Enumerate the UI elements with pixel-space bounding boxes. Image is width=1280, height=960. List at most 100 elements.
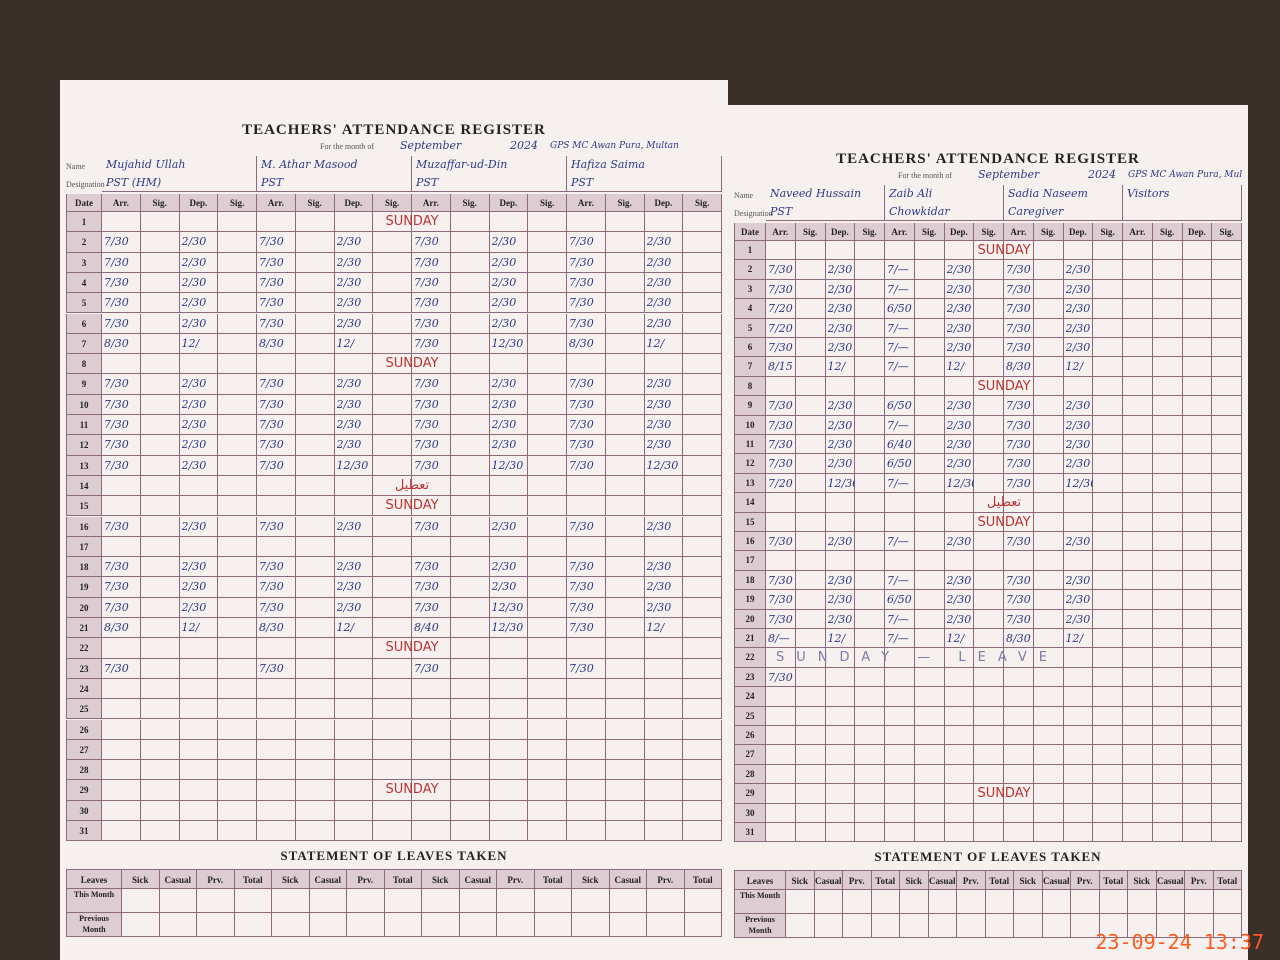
grid-cell <box>944 667 975 688</box>
grid-cell <box>450 455 490 476</box>
grid-cell <box>1182 454 1213 474</box>
grid-cell <box>528 739 567 761</box>
grid-cell <box>825 745 856 765</box>
grid-cell <box>295 272 335 294</box>
grid-cell <box>218 293 257 314</box>
grid-cell <box>795 435 826 455</box>
grid-cell <box>1152 376 1183 397</box>
grid-cell <box>102 536 141 558</box>
grid-cell <box>140 333 180 355</box>
grid-cell <box>179 333 219 355</box>
grid-cell <box>1004 279 1034 300</box>
leaves-header: Sick <box>572 869 610 890</box>
grid-cell <box>766 803 796 823</box>
arrival-time: 7/30 <box>259 560 284 574</box>
grid-cell <box>1093 667 1123 688</box>
grid-cell <box>1093 260 1123 280</box>
grid-cell <box>489 780 529 801</box>
grid-cell <box>450 821 490 842</box>
leaves-header: Sick <box>422 869 460 890</box>
grid-cell <box>528 394 567 415</box>
departure-time: 12/30 <box>491 458 524 472</box>
grid-cell <box>334 821 374 842</box>
grid-cell <box>1033 532 1064 552</box>
grid-cell <box>384 913 422 938</box>
arrival-time: 7/30 <box>768 573 793 587</box>
grid-cell <box>373 557 412 578</box>
grid-cell <box>218 212 257 233</box>
grid-cell <box>489 678 529 700</box>
date-cell: 5 <box>734 318 766 338</box>
departure-time: 2/30 <box>181 580 207 594</box>
grid-cell <box>1152 454 1183 474</box>
leaves-header: Casual <box>609 869 647 890</box>
month-label: For the month of <box>320 142 374 151</box>
grid-cell <box>1093 823 1123 843</box>
grid-cell <box>974 338 1004 358</box>
departure-time: 2/30 <box>336 438 362 452</box>
grid-cell <box>412 293 451 314</box>
grid-cell <box>605 516 645 537</box>
grid-cell <box>855 357 885 377</box>
grid-cell <box>567 638 606 659</box>
grid-cell <box>605 394 645 415</box>
grid-cell <box>885 435 915 455</box>
date-cell: 4 <box>734 299 766 319</box>
grid-cell <box>179 536 219 558</box>
leaves-header: Prv. <box>843 870 872 891</box>
grid-cell <box>567 394 606 415</box>
column-header: Arr. <box>567 194 606 212</box>
grid-cell <box>855 532 885 552</box>
grid-cell <box>1182 784 1213 804</box>
grid-cell <box>766 376 796 397</box>
date-cell: 12 <box>66 435 102 456</box>
grid-cell <box>605 739 645 761</box>
grid-cell <box>1093 299 1123 319</box>
grid-cell <box>1004 745 1034 765</box>
departure-time: 2/30 <box>646 438 672 452</box>
grid-cell <box>489 699 529 720</box>
grid-cell <box>786 890 815 915</box>
teacher-designation: Chowkidar <box>885 203 1004 221</box>
grid-cell <box>914 318 945 338</box>
grid-cell <box>102 394 141 415</box>
grid-cell <box>197 913 235 938</box>
leaves-header: Total <box>1213 870 1242 891</box>
departure-time: 2/30 <box>1065 593 1091 607</box>
grid-cell <box>795 299 826 319</box>
grid-cell <box>1063 609 1094 629</box>
date-cell: 3 <box>66 252 102 273</box>
grid-cell <box>567 557 606 578</box>
grid-cell <box>683 821 722 842</box>
grid-cell <box>1093 279 1123 300</box>
column-header: Arr. <box>885 223 915 241</box>
grid-cell <box>795 745 826 765</box>
arrival-time: 7/30 <box>1006 341 1031 354</box>
grid-cell <box>257 739 296 761</box>
grid-cell <box>567 374 606 395</box>
grid-cell <box>1152 648 1183 668</box>
departure-time: 2/30 <box>1065 282 1091 296</box>
grid-cell <box>683 678 722 700</box>
grid-cell <box>257 780 296 801</box>
grid-cell <box>373 821 412 842</box>
date-cell: 23 <box>66 658 102 679</box>
grid-cell <box>974 532 1004 552</box>
grid-cell <box>102 719 141 740</box>
grid-cell <box>489 739 529 761</box>
grid-cell <box>644 313 684 334</box>
arrival-time: 7/30 <box>104 377 129 391</box>
grid-cell <box>944 570 975 591</box>
grid-cell <box>295 252 335 273</box>
grid-cell <box>218 618 257 639</box>
grid-cell <box>489 415 529 436</box>
month: September <box>400 139 462 152</box>
grid-cell <box>1004 764 1034 785</box>
departure-time: 2/30 <box>491 275 517 289</box>
grid-cell <box>295 475 335 497</box>
arrival-time: 7/30 <box>104 458 129 472</box>
grid-cell <box>489 760 529 781</box>
grid-cell <box>412 516 451 537</box>
grid-cell <box>489 333 529 355</box>
grid-cell <box>450 496 490 517</box>
